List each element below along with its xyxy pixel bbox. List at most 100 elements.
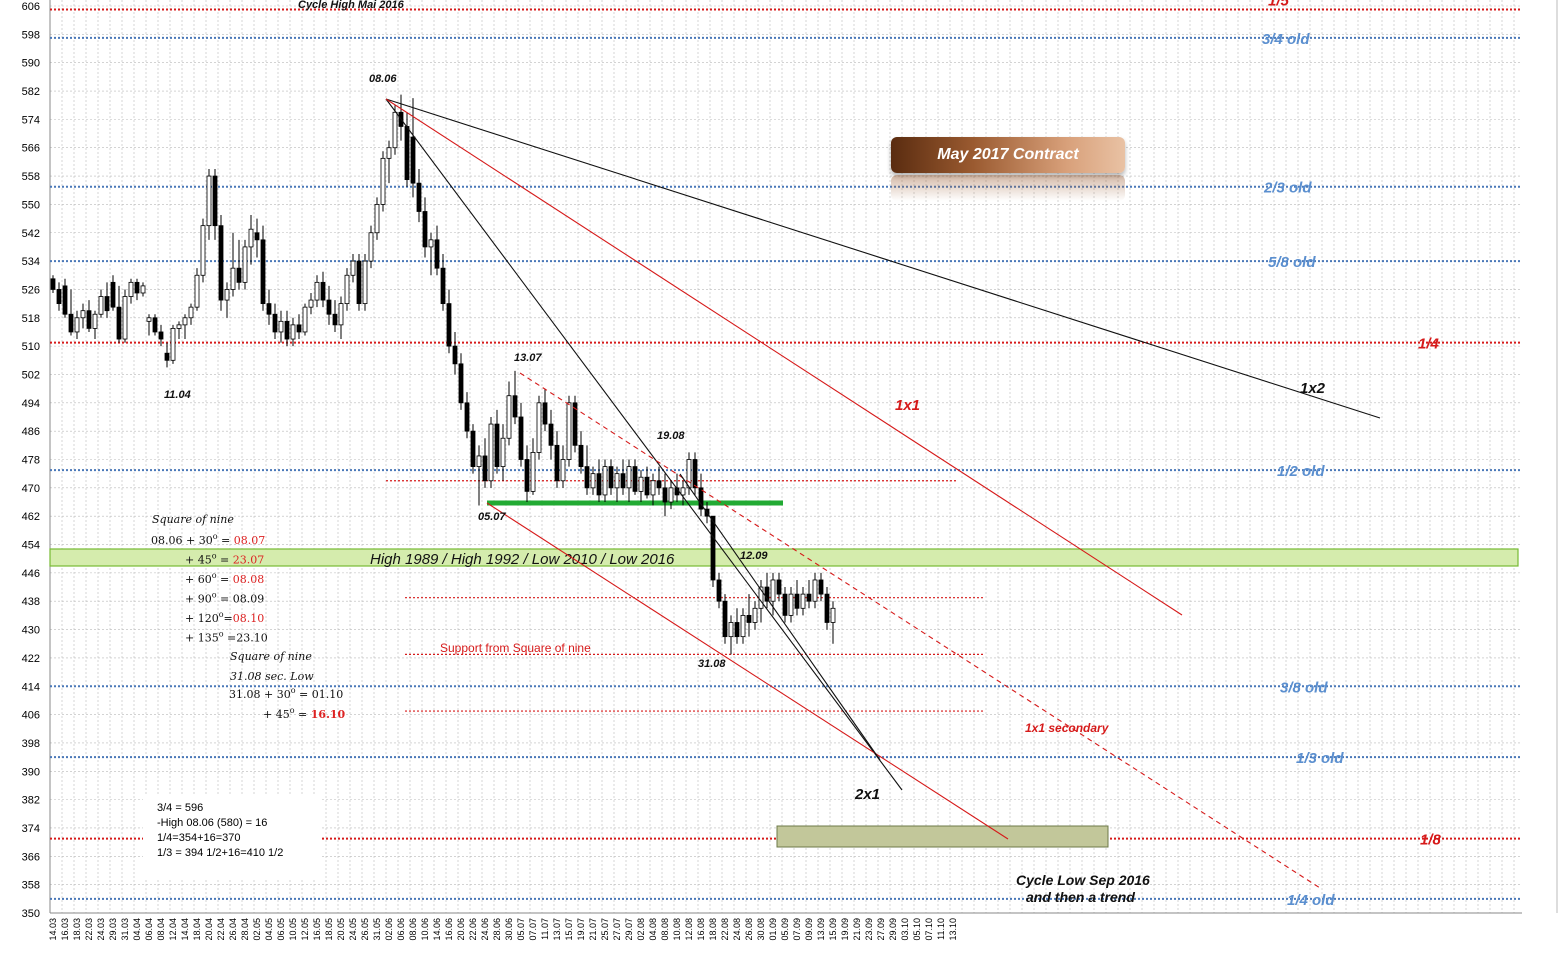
candle-body [476,455,482,467]
candle-body [170,328,176,361]
candle-body [248,228,254,248]
x-tick-label: 28.06 [492,918,502,941]
x-axis: 14.03 16.03 18.03 22.03 24.03 29.03 31.03 04.04… [48,918,958,941]
candle-body [500,437,506,467]
x-tick-label: 29.07 [624,918,634,941]
x-tick-label: 27.07 [612,918,622,941]
candle-body [386,147,392,159]
x-tick-label: 12.08 [684,918,694,941]
date-label: 19.08 [657,430,685,442]
candle-body [362,260,368,305]
candle-body [590,473,596,489]
candle-body [392,111,398,149]
candle-body [452,345,458,365]
x-tick-label: 22.03 [84,918,94,941]
gann-line-1x1-secondary [519,372,1321,889]
x-tick-label: 07.10 [924,918,934,941]
x-tick-label: 21.09 [852,918,862,941]
candle-body [650,480,656,496]
x-tick-label: 26.04 [228,918,238,941]
y-tick-label: 518 [22,313,40,325]
square-of-nine-2-subtitle: 31.08 sec. Low [230,670,314,683]
x-tick-label: 18.04 [192,918,202,941]
candle-body [662,487,668,503]
gann-line-1x1 [385,98,1183,616]
candle-body [320,281,326,301]
y-tick-label: 366 [22,851,40,863]
contract-label-reflection [891,175,1125,201]
x-tick-label: 11.10 [936,918,946,940]
x-tick-label: 05.09 [780,918,790,941]
candle-body [698,487,704,510]
candle-body [560,459,566,482]
candle-body [716,579,722,602]
candle-body [242,246,248,283]
candle-body [764,586,770,602]
candle-body [416,182,422,212]
candle-body [686,459,692,489]
candle-body [56,289,62,305]
x-tick-label: 23.09 [864,918,874,941]
zone-band [49,548,1519,567]
gann-lines: 1x2 2x1 1x1 1x1 secondary [385,98,1381,889]
candle-body [206,175,212,227]
x-tick-label: 16.03 [60,918,70,941]
y-tick-label: 574 [22,114,40,126]
candle-body [266,303,272,315]
x-tick-label: 04.08 [648,918,658,941]
x-tick-label: 29.09 [888,918,898,941]
contract-label: May 2017 Contract [891,137,1125,173]
candle-body [776,579,782,595]
y-tick-label: 350 [22,908,40,920]
x-tick-label: 22.04 [216,918,226,941]
candle-body [728,622,734,638]
square-of-nine-2-title: Square of nine [230,650,312,663]
calc-notes: 3/4 = 596 -High 08.06 (580) = 16 1/4=354… [143,795,320,880]
y-tick-label: 390 [22,766,40,778]
lower-channel-line [486,502,1009,840]
square-of-nine-line: + 60o = 08.08 [185,571,264,586]
y-tick-label: 582 [22,86,40,98]
x-tick-label: 25.07 [600,918,610,941]
y-tick-label: 438 [22,596,40,608]
candle-body [788,593,794,616]
calc-line: 1/4=354+16=370 [157,832,241,844]
candle-body [116,306,122,340]
candle-body [626,466,632,489]
candle-body [806,593,812,602]
x-tick-label: 30.08 [756,918,766,941]
x-tick-label: 13.09 [816,918,826,941]
candle-body [218,225,224,301]
y-tick-label: 502 [22,369,40,381]
gann-line-2x1 [385,98,903,791]
x-tick-label: 10.05 [288,918,298,941]
candle-body [746,614,752,623]
calc-line: 1/3 = 394 1/2+16=410 1/2 [157,847,284,859]
candle-body [224,289,230,301]
square-of-nine-line: + 90o = 08.09 [185,591,264,606]
candle-body [830,607,836,623]
x-tick-label: 13.07 [552,918,562,941]
x-tick-label: 02.06 [384,918,394,941]
y-tick-label: 478 [22,455,40,467]
y-tick-label: 462 [22,511,40,523]
candle-body [62,285,68,315]
x-tick-label: 06.04 [144,918,154,941]
candle-body [536,402,542,453]
candle-body [302,306,308,333]
x-tick-label: 20.05 [336,918,346,941]
x-tick-label: 20.04 [204,918,214,941]
candle-body [548,423,554,446]
candle-body [518,416,524,460]
candle-body [146,317,152,322]
date-label: 12.09 [740,550,768,562]
date-label: 08.06 [369,73,397,85]
y-tick-label: 382 [22,795,40,807]
y-tick-label: 558 [22,171,40,183]
x-tick-label: 18.03 [72,918,82,941]
x-tick-label: 28.04 [240,918,250,941]
gann-label: 2x1 [854,786,880,803]
y-tick-label: 566 [22,143,40,155]
candle-body [602,466,608,496]
candle-body [128,281,134,297]
